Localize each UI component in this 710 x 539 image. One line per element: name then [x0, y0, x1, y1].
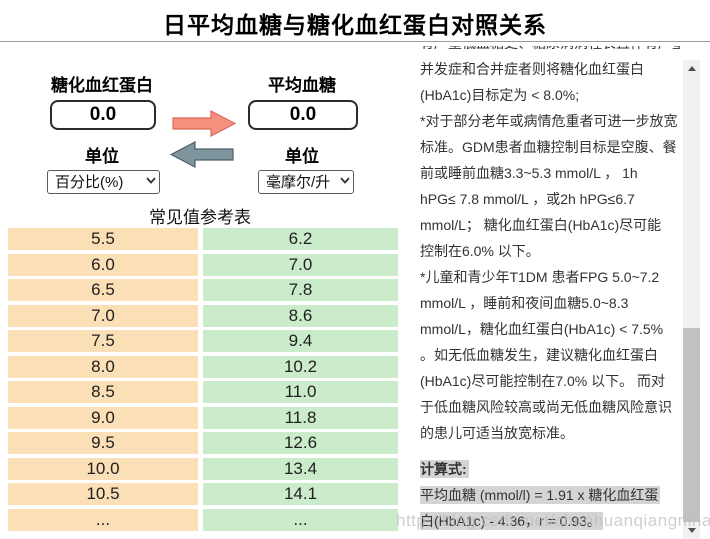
hba1c-cell: ...: [8, 508, 198, 531]
glucose-cell: 14.1: [203, 483, 398, 505]
triangle-down-icon: [687, 528, 696, 533]
info-line: *对于部分老年或病情危重者可进一步放宽: [420, 113, 678, 129]
hba1c-unit-select[interactable]: 百分比(%): [47, 170, 160, 194]
info-panel[interactable]: 有严重低血糖史、糖尿病病程长且伴有严重 并发症和合并症者则将糖化血红蛋白 (Hb…: [420, 46, 680, 539]
table-row: 7.0 8.6: [0, 304, 403, 327]
arrow-right-icon: [172, 110, 236, 137]
table-row: 6.5 7.8: [0, 279, 403, 301]
info-line: 控制在6.0% 以下。: [420, 243, 540, 259]
hba1c-cell: 6.0: [8, 253, 198, 276]
hba1c-unit-select-wrap: 百分比(%): [47, 170, 160, 194]
info-line: 。如无低血糖发生，建议糖化血红蛋白: [420, 347, 658, 363]
hba1c-cell: 6.5: [8, 279, 198, 301]
hba1c-cell: 8.5: [8, 381, 198, 403]
glucose-cell: ...: [203, 508, 398, 531]
scroll-up-button[interactable]: [683, 60, 700, 77]
info-line: *儿童和青少年T1DM 患者FPG 5.0~7.2: [420, 269, 660, 285]
table-row: 10.0 13.4: [0, 457, 403, 480]
table-row: 9.5 12.6: [0, 432, 403, 454]
table-row: 10.5 14.1: [0, 483, 403, 505]
glucose-cell: 7.8: [203, 279, 398, 301]
table-row: 8.5 11.0: [0, 381, 403, 403]
info-line: mmol/L ，睡前和夜间血糖5.0~8.3: [420, 295, 629, 311]
reference-table: 5.5 6.2 6.0 7.0 6.5 7.8 7.0 8.6 7.5 9.4 8.0 10…: [0, 228, 403, 534]
glucose-cell: 12.6: [203, 432, 398, 454]
hba1c-cell: 10.5: [8, 483, 198, 505]
glucose-label: 平均血糖: [268, 76, 336, 95]
hba1c-cell: 5.5: [8, 228, 198, 250]
hba1c-cell: 7.5: [8, 330, 198, 352]
scrollbar-thumb[interactable]: [683, 328, 700, 522]
formula-heading: 计算式:: [420, 460, 469, 478]
reference-table-title: 常见值参考表: [149, 208, 251, 227]
page-title: 日平均血糖与糖化血红蛋白对照关系: [163, 12, 547, 38]
glucose-unit-select[interactable]: 毫摩尔/升: [258, 170, 354, 194]
info-line: 于低血糖风险较高或尚无低血糖风险意识: [420, 399, 672, 415]
triangle-up-icon: [687, 66, 696, 71]
unit-label-right: 单位: [285, 147, 319, 166]
hba1c-cell: 8.0: [8, 355, 198, 378]
glucose-cell: 11.0: [203, 381, 398, 403]
info-line: mmol/L； 糖化血红蛋白(HbA1c)尽可能: [420, 217, 662, 233]
hba1c-cell: 7.0: [8, 304, 198, 327]
unit-label-left: 单位: [85, 147, 119, 166]
formula-line: 平均血糖 (mmol/l) = 1.91 x 糖化血红蛋: [420, 486, 661, 504]
glucose-cell: 7.0: [203, 253, 398, 276]
glucose-cell: 9.4: [203, 330, 398, 352]
glucose-cell: 6.2: [203, 228, 398, 250]
hba1c-label: 糖化血红蛋白: [51, 76, 153, 95]
blank-line: [420, 446, 680, 456]
info-line: mmol/L，糖化血红蛋白(HbA1c) < 7.5%: [420, 321, 664, 337]
hba1c-cell: 9.0: [8, 406, 198, 429]
title-separator: [0, 41, 710, 42]
info-line: 标准。GDM患者血糖控制目标是空腹、餐: [420, 139, 677, 155]
info-line: (HbA1c)目标定为 < 8.0%;: [420, 87, 580, 103]
info-line: 有严重低血糖史、糖尿病病程长且伴有严重: [420, 46, 680, 56]
arrow-left-icon: [170, 141, 234, 168]
watermark: http://blog.csdn.net/chenhuanqiangnihao: [396, 511, 710, 530]
table-row: ......: [0, 508, 403, 531]
info-line: hPG≤ 7.8 mmol/L ，或2h hPG≤6.7: [420, 191, 635, 207]
table-row: 5.5 6.2: [0, 228, 403, 250]
table-row: 8.0 10.2: [0, 355, 403, 378]
info-panel-text: 有严重低血糖史、糖尿病病程长且伴有严重 并发症和合并症者则将糖化血红蛋白 (Hb…: [420, 46, 680, 534]
table-row: 9.0 11.8: [0, 406, 403, 429]
info-line: 前或睡前血糖3.3~5.3 mmol/L ， 1h: [420, 165, 638, 181]
glucose-cell: 11.8: [203, 406, 398, 429]
info-line: 并发症和合并症者则将糖化血红蛋白: [420, 61, 644, 77]
info-line: 的患儿可适当放宽标准。: [420, 425, 574, 441]
glucose-input[interactable]: [248, 100, 358, 130]
hba1c-cell: 9.5: [8, 432, 198, 454]
table-row: 7.5 9.4: [0, 330, 403, 352]
glucose-cell: 8.6: [203, 304, 398, 327]
glucose-cell: 13.4: [203, 457, 398, 480]
table-row: 6.0 7.0: [0, 253, 403, 276]
info-line: (HbA1c)尽可能控制在7.0% 以下。 而对: [420, 373, 666, 389]
hba1c-cell: 10.0: [8, 457, 198, 480]
glucose-unit-select-wrap: 毫摩尔/升: [258, 170, 354, 194]
hba1c-input[interactable]: [50, 100, 156, 130]
scrollbar[interactable]: [683, 60, 700, 539]
scroll-down-button[interactable]: [683, 522, 700, 539]
glucose-cell: 10.2: [203, 355, 398, 378]
formula-line: 白(HbA1c) - 4.36，r = 0.93。: [420, 512, 603, 530]
